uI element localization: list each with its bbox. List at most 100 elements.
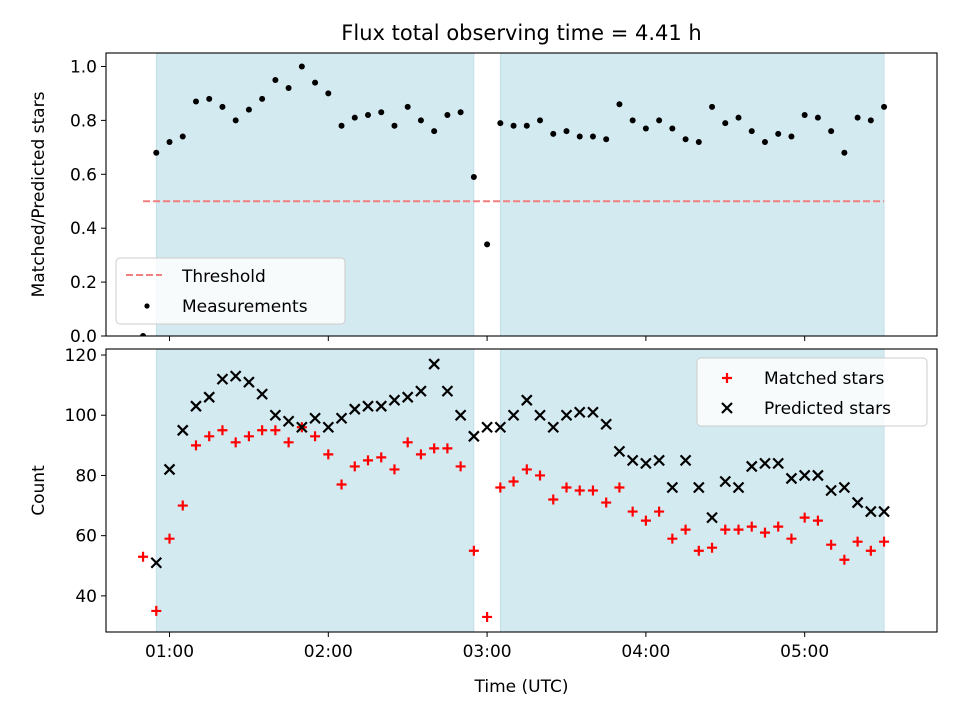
predicted-stars-point xyxy=(415,385,427,397)
predicted-stars-point xyxy=(666,481,679,494)
measurement-point xyxy=(431,128,438,135)
predicted-stars-point xyxy=(494,421,507,434)
measurement-point xyxy=(272,76,279,83)
predicted-stars-point xyxy=(626,454,639,467)
measurement-point xyxy=(841,149,848,156)
predicted-stars-point xyxy=(547,421,560,434)
matched-stars-point xyxy=(601,497,612,508)
matched-stars-point xyxy=(746,521,757,532)
measurement-point xyxy=(656,117,663,124)
matched-stars-point xyxy=(190,440,201,451)
matched-stars-point xyxy=(587,485,598,496)
measurement-point xyxy=(391,122,398,129)
y-tick-label: 0.2 xyxy=(70,273,97,293)
predicted-stars-point xyxy=(613,445,626,458)
measurement-point xyxy=(206,95,213,102)
predicted-stars-point xyxy=(203,391,215,403)
predicted-stars-point xyxy=(229,370,242,382)
plot-area xyxy=(138,358,890,622)
legend-matched-label: Matched stars xyxy=(764,369,884,389)
matched-stars-point xyxy=(773,521,784,532)
predicted-stars-point xyxy=(838,481,851,494)
legend-predicted-swatch xyxy=(721,402,733,414)
matched-stars-point xyxy=(707,542,718,553)
predicted-stars-point xyxy=(468,430,480,443)
matched-stars-point xyxy=(389,464,400,475)
measurement-point xyxy=(325,90,332,97)
axes-frame xyxy=(105,348,938,633)
predicted-stars-point xyxy=(878,505,890,518)
matched-stars-point xyxy=(323,449,334,460)
matched-stars-point xyxy=(879,536,890,547)
matched-stars-point xyxy=(177,500,188,511)
observing-interval-2 xyxy=(499,52,885,337)
predicted-stars-point xyxy=(640,457,652,470)
measurement-point xyxy=(285,85,292,92)
predicted-stars-point xyxy=(190,400,202,412)
y-tick-label: 100 xyxy=(65,406,97,426)
measurement-point xyxy=(298,63,305,70)
legend-measurements-swatch xyxy=(144,303,150,309)
matched-stars-point xyxy=(138,551,149,562)
y-tick-label: 0.6 xyxy=(70,165,97,185)
matched-stars-point xyxy=(680,524,691,535)
predicted-stars-point xyxy=(322,421,335,434)
measurement-point xyxy=(497,120,504,127)
x-tick-label: 04:00 xyxy=(621,642,670,662)
measurement-point xyxy=(854,114,861,121)
predicted-stars-point xyxy=(216,373,229,385)
predicted-stars-point xyxy=(772,457,784,470)
matched-stars-point xyxy=(442,443,453,454)
measurement-point xyxy=(404,103,411,110)
y-tick-label: 0.4 xyxy=(70,219,97,239)
matched-stars-point xyxy=(402,437,413,448)
x-tick-label: 02:00 xyxy=(304,642,353,662)
predicted-stars-point xyxy=(587,406,599,419)
matched-stars-point xyxy=(733,524,744,535)
matched-stars-point xyxy=(429,443,440,454)
matched-stars-point xyxy=(839,554,850,565)
matched-stars-point xyxy=(415,449,426,460)
measurement-point xyxy=(245,106,252,113)
predicted-stars-point xyxy=(150,556,163,569)
matched-stars-point xyxy=(627,506,638,517)
measurement-point xyxy=(232,117,239,124)
matched-stars-point xyxy=(508,476,519,487)
predicted-stars-point xyxy=(401,391,414,403)
measurement-point xyxy=(140,333,147,336)
y-axis-label: Count xyxy=(29,465,49,516)
predicted-stars-point xyxy=(335,412,348,425)
measurement-point xyxy=(669,125,676,132)
measurement-point xyxy=(378,109,385,116)
measurement-point xyxy=(629,117,636,124)
measurement-point xyxy=(563,128,570,135)
matched-stars-point xyxy=(243,431,254,442)
measurement-point xyxy=(351,114,358,121)
matched-stars-point xyxy=(270,425,281,436)
measurement-point xyxy=(828,128,835,135)
legend: Matched stars Predicted stars xyxy=(696,357,928,427)
predicted-stars-point xyxy=(679,454,692,467)
matched-stars-point xyxy=(535,470,546,481)
x-tick-label: 03:00 xyxy=(463,642,512,662)
measurement-point xyxy=(365,111,372,118)
predicted-stars-point xyxy=(454,409,467,422)
x-tick-label: 05:00 xyxy=(780,642,829,662)
predicted-stars-point xyxy=(812,469,824,482)
measurement-point xyxy=(709,103,716,110)
measurement-point xyxy=(338,122,345,129)
predicted-stars-point xyxy=(798,469,811,482)
measurement-point xyxy=(788,133,795,140)
measurement-point xyxy=(695,138,702,145)
matched-stars-point xyxy=(826,539,837,550)
measurement-point xyxy=(417,117,424,124)
predicted-stars-point xyxy=(428,358,440,370)
predicted-stars-point xyxy=(375,400,388,412)
legend-threshold-label: Threshold xyxy=(181,267,266,287)
matched-stars-point xyxy=(468,545,479,556)
measurement-point xyxy=(470,173,477,180)
measurement-point xyxy=(219,103,226,110)
predicted-stars-point xyxy=(825,484,837,497)
measurement-point xyxy=(761,138,768,145)
